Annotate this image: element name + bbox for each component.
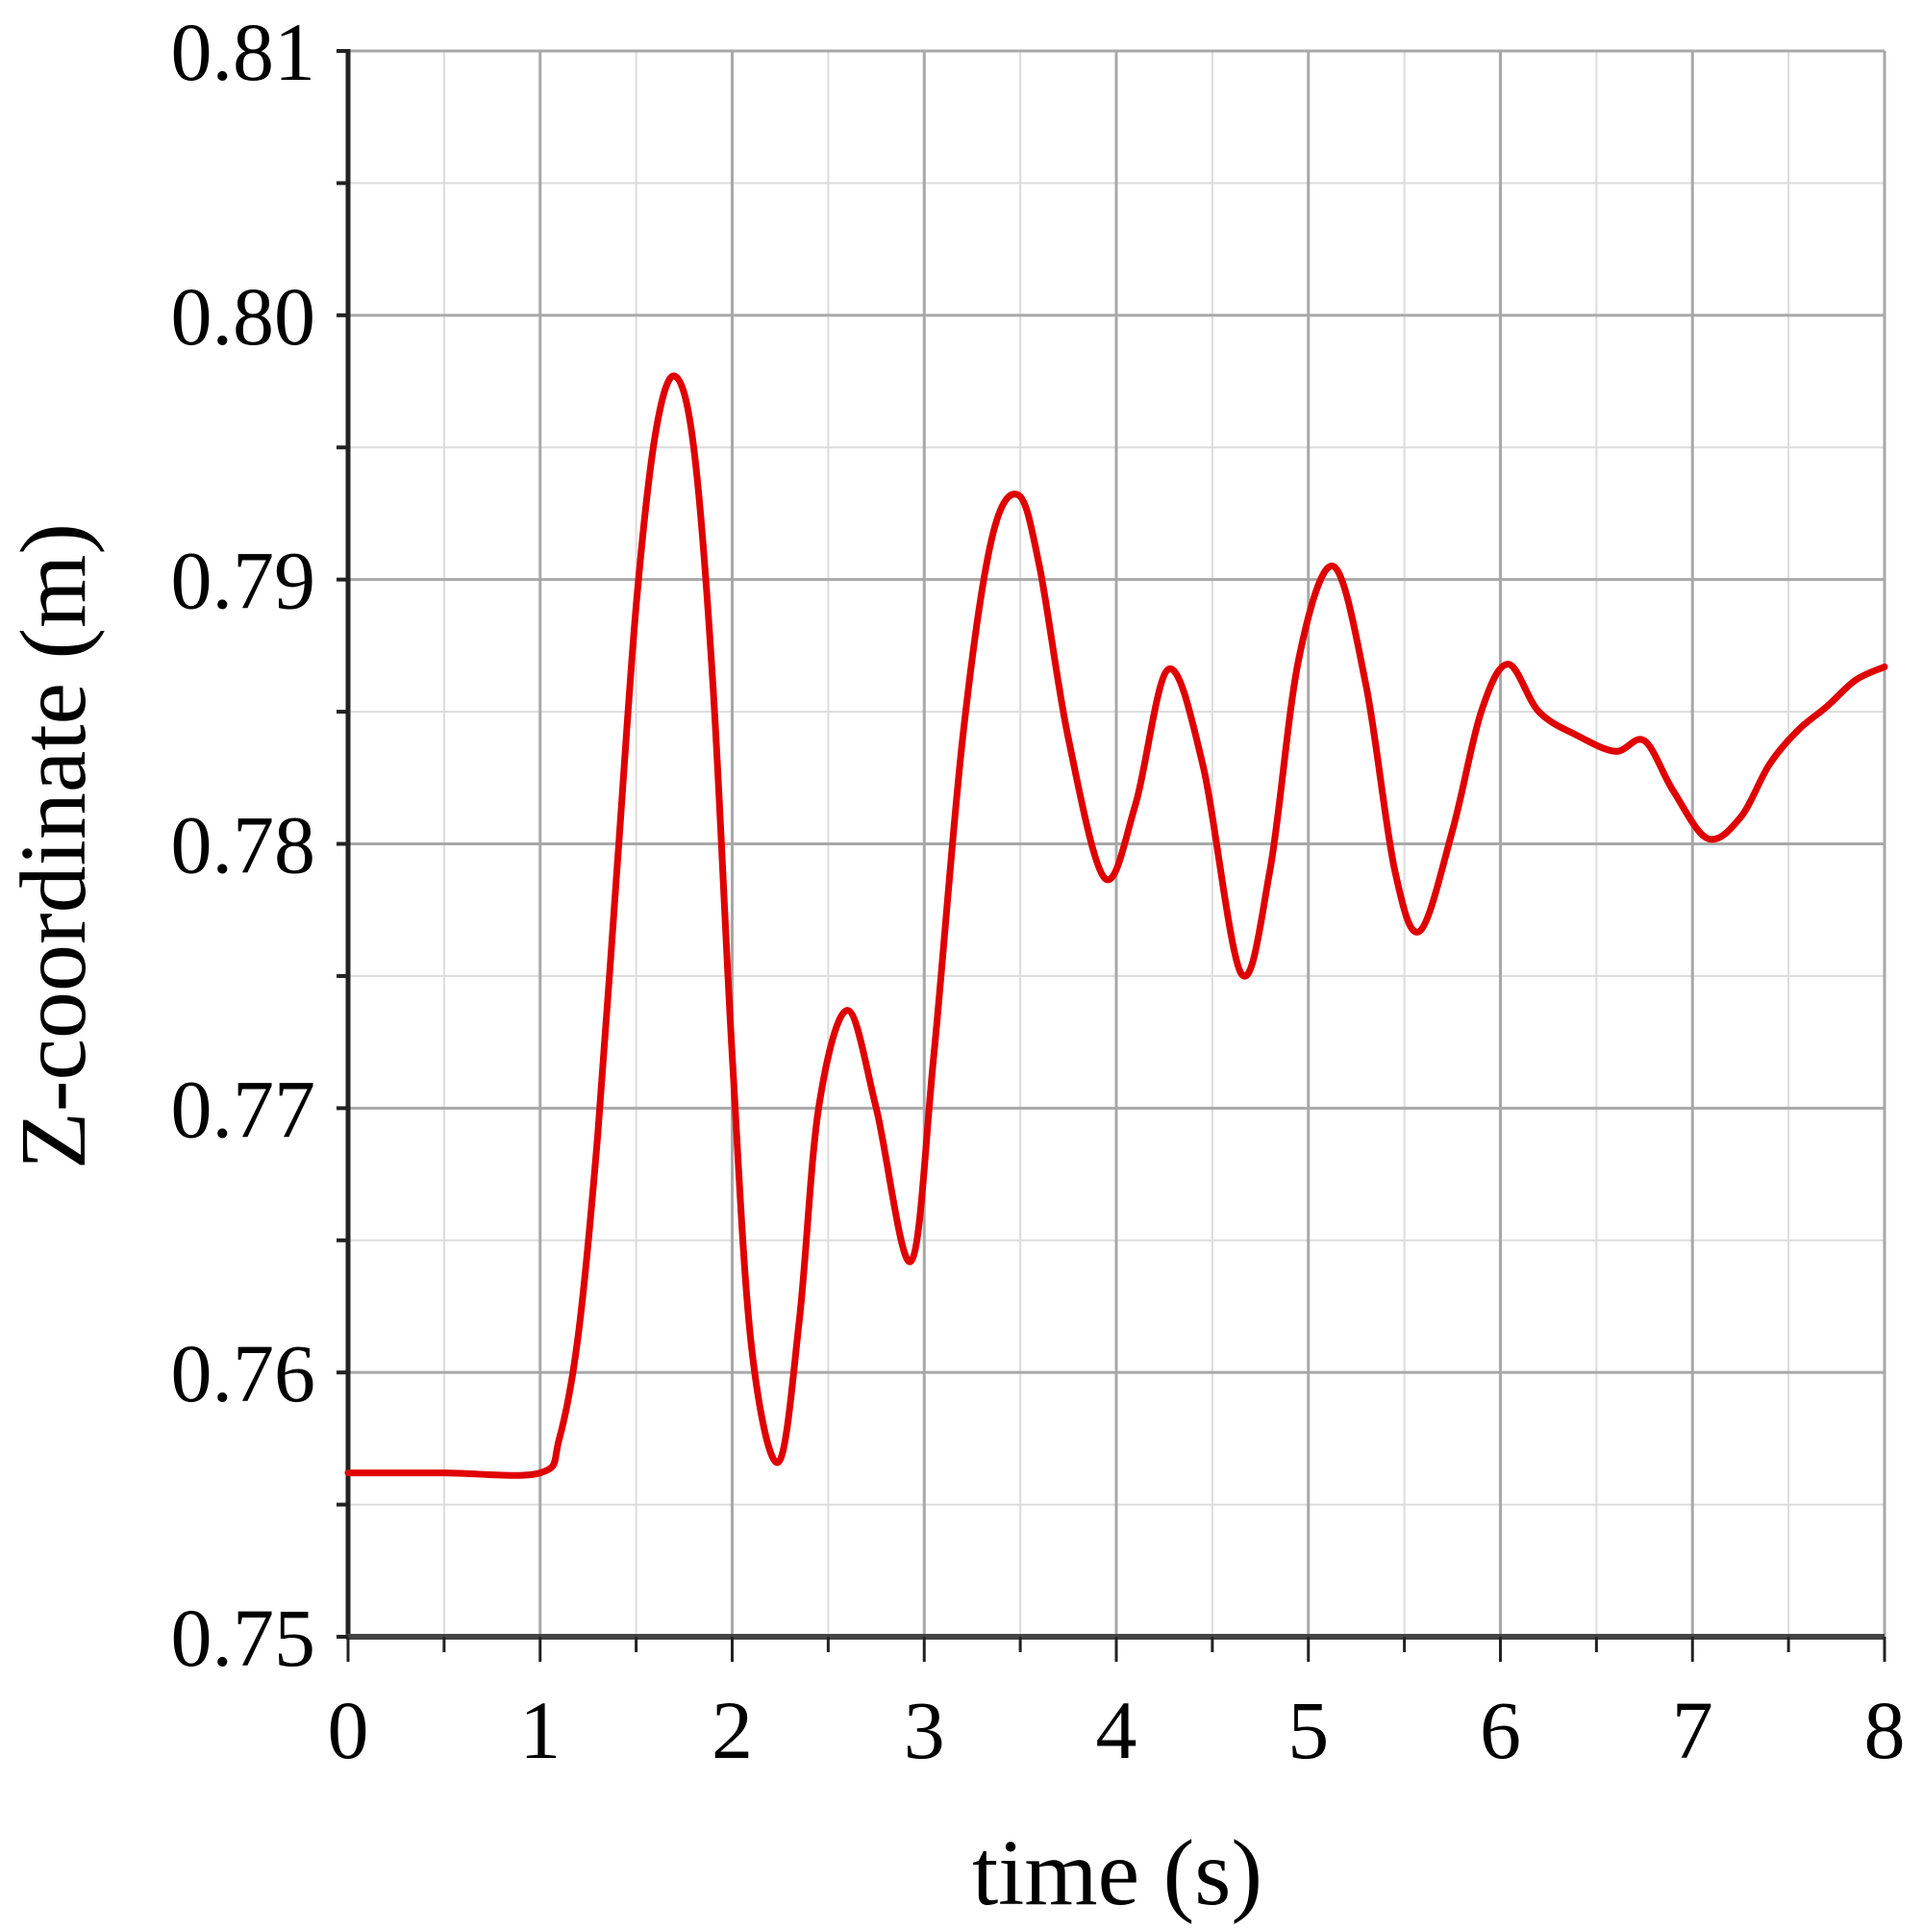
x-tick-label: 7 — [1672, 1684, 1713, 1776]
y-tick-labels: 0.75 0.76 0.77 0.78 0.79 0.80 0.81 — [171, 6, 316, 1684]
x-tick-label: 3 — [904, 1684, 945, 1776]
y-tick-label: 0.78 — [171, 799, 316, 891]
y-tick-label: 0.80 — [171, 270, 316, 363]
y-axis-title: Z-coordinate (m) — [2, 523, 106, 1169]
x-axis-title: time (s) — [972, 1821, 1262, 1925]
y-tick-label: 0.81 — [171, 6, 316, 98]
y-tick-label: 0.77 — [171, 1063, 316, 1155]
x-tick-labels: 0 1 2 3 4 5 6 7 8 — [328, 1684, 1906, 1776]
y-tick-label: 0.79 — [171, 535, 316, 627]
x-tick-label: 5 — [1287, 1684, 1329, 1776]
x-tick-label: 8 — [1864, 1684, 1906, 1776]
tick-marks — [337, 49, 1886, 1662]
x-tick-label: 0 — [328, 1684, 369, 1776]
x-tick-label: 1 — [519, 1684, 561, 1776]
x-tick-label: 6 — [1480, 1684, 1521, 1776]
y-tick-label: 0.76 — [171, 1327, 316, 1419]
z-coordinate-line — [344, 372, 1888, 1479]
x-tick-label: 2 — [712, 1684, 753, 1776]
y-tick-label: 0.75 — [171, 1592, 316, 1684]
major-grid — [346, 49, 1886, 1639]
x-tick-label: 4 — [1096, 1684, 1137, 1776]
